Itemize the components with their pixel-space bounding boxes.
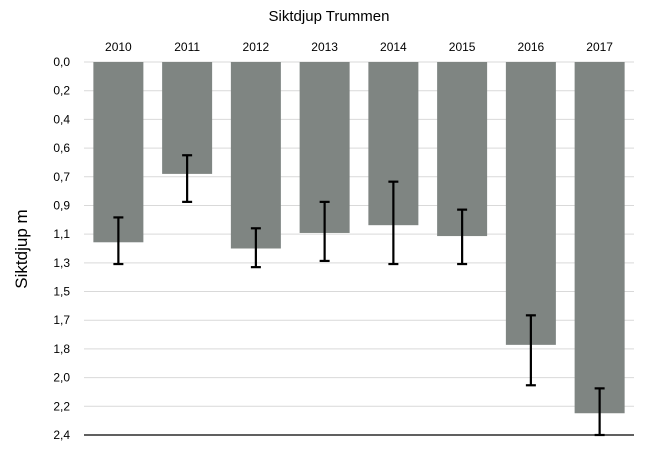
chart-title: Siktdjup Trummen (269, 8, 390, 25)
y-tick-label: 0,2 (53, 84, 70, 98)
x-tick-label: 2017 (586, 40, 613, 54)
y-tick-labels: 0,0 0,2 0,4 0,6 0,7 0,9 1,1 1,3 1,5 1,7 1,8 2,0 2,2 2… (53, 55, 70, 442)
bar-2016 (505, 62, 556, 345)
error-bar-2010 (113, 216, 124, 266)
y-tick-label: 2,4 (53, 428, 70, 442)
bar-2015 (437, 62, 488, 237)
error-bar-2014 (388, 180, 399, 266)
y-tick-label: 1,8 (53, 342, 70, 356)
y-tick-label: 0,9 (53, 198, 70, 212)
y-tick-label: 0,4 (53, 112, 70, 126)
error-bar-2011 (182, 154, 193, 203)
error-bar-2012 (250, 227, 261, 269)
error-bar-2013 (319, 200, 330, 263)
y-tick-label: 1,5 (53, 285, 70, 299)
x-tick-label: 2013 (311, 40, 338, 54)
bar-2010 (93, 62, 144, 243)
error-bar-2015 (457, 208, 468, 266)
x-tick-label: 2011 (174, 40, 200, 54)
y-tick-label: 2,2 (53, 399, 70, 413)
x-tick-label: 2014 (380, 40, 407, 54)
bar-2017 (574, 62, 625, 414)
error-bar-2016 (525, 314, 536, 387)
x-tick-label: 2016 (518, 40, 545, 54)
y-tick-label: 0,0 (53, 55, 70, 69)
x-tick-label: 2010 (105, 40, 132, 54)
error-bars (113, 154, 605, 437)
y-tick-label: 0,6 (53, 141, 70, 155)
y-tick-label: 1,1 (53, 227, 70, 241)
y-tick-label: 0,7 (53, 170, 70, 184)
x-tick-label: 2012 (243, 40, 270, 54)
y-tick-label: 2,0 (53, 371, 70, 385)
bar-2012 (230, 62, 281, 249)
y-tick-label: 1,3 (53, 256, 70, 270)
x-tick-labels: 2010 2011 2012 2013 2014 2015 2016 2017 (105, 40, 613, 54)
bars (93, 62, 625, 414)
y-tick-label: 1,7 (53, 313, 70, 327)
x-tick-label: 2015 (449, 40, 476, 54)
y-axis-label: Siktdjup m (12, 209, 31, 288)
